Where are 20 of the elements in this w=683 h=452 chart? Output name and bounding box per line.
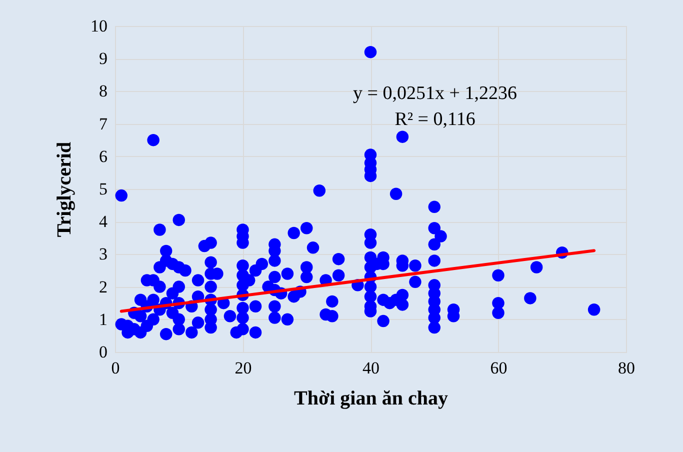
x-tick-label: 80 <box>618 358 635 378</box>
y-tick-label: 0 <box>99 342 108 362</box>
y-tick-label: 8 <box>99 82 108 101</box>
annotation: y = 0,0251x + 1,2236 <box>353 83 517 104</box>
y-tick-label: 2 <box>99 277 108 296</box>
x-tick-label: 40 <box>362 358 380 378</box>
y-tick-label: 7 <box>99 114 108 134</box>
x-tick-label: 20 <box>234 358 252 378</box>
y-tick-label: 1 <box>99 310 108 329</box>
x-tick-label: 0 <box>111 358 120 378</box>
y-tick-label: 10 <box>90 16 108 36</box>
y-tick-label: 6 <box>99 146 108 166</box>
y-tick-label: 3 <box>99 244 108 264</box>
y-tick-label: 4 <box>99 212 108 232</box>
y-tick-label: 9 <box>99 49 108 68</box>
y-tick-label: 5 <box>99 180 108 198</box>
x-axis-title: Thời gian ăn chay <box>294 388 448 410</box>
x-tick-label: 60 <box>490 358 508 378</box>
y-axis-title: Triglycerid <box>54 142 76 238</box>
annotation: R² = 0,116 <box>394 109 476 130</box>
